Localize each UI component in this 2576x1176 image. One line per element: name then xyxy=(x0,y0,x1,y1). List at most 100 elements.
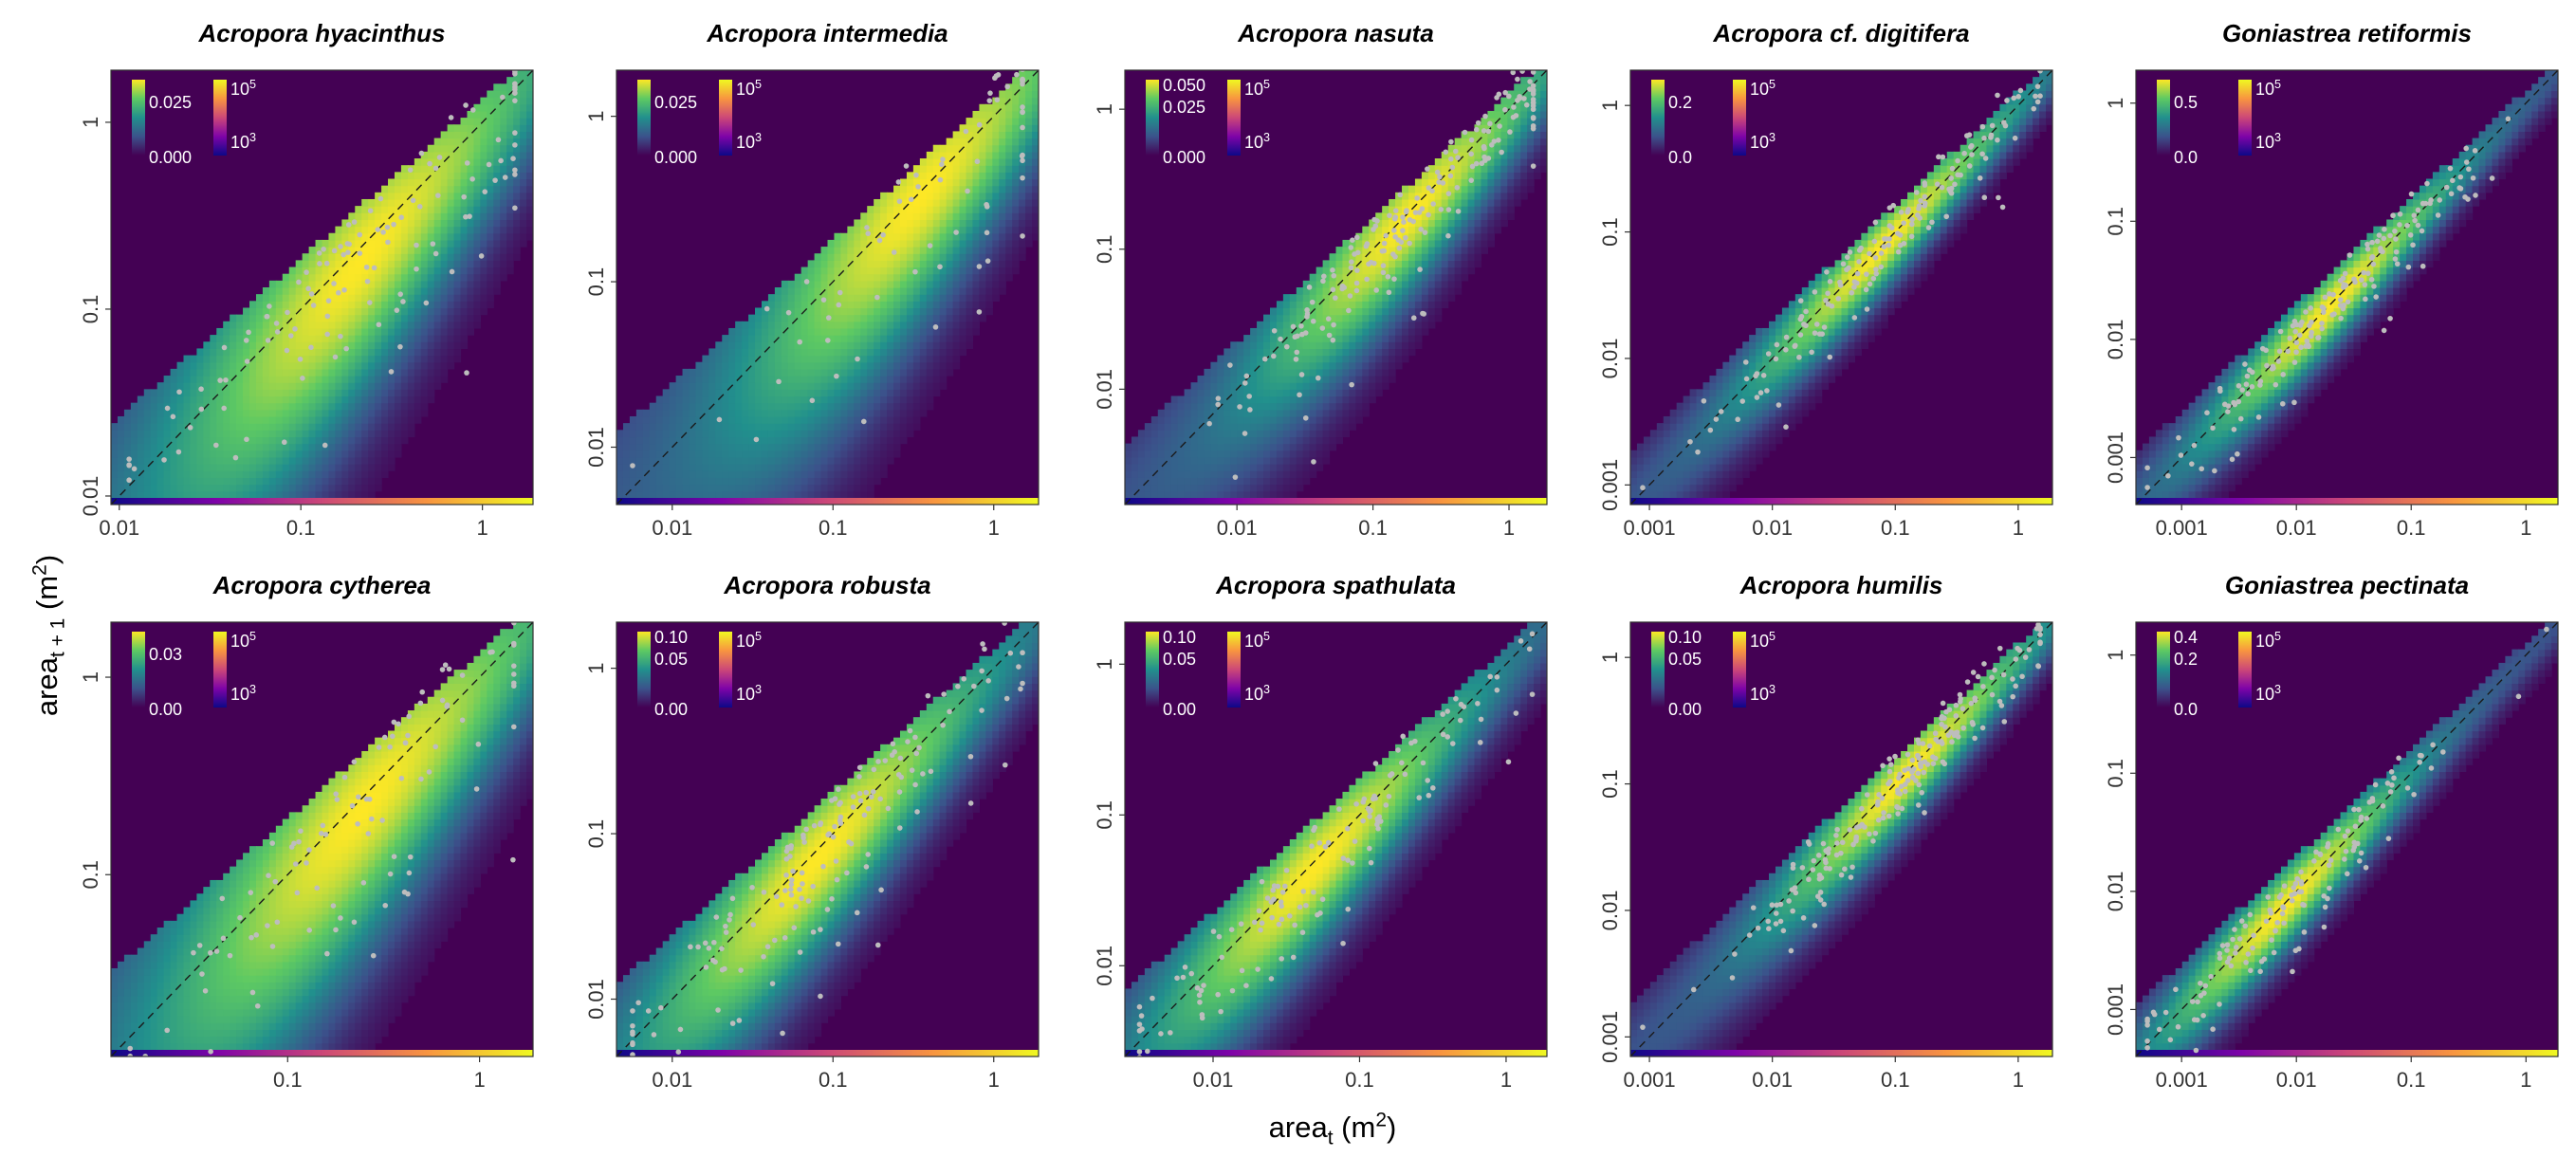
heatmap-cell xyxy=(966,294,974,302)
heatmap-cell xyxy=(433,151,442,159)
heatmap-cell xyxy=(414,287,422,295)
data-point xyxy=(273,321,280,326)
heatmap-cell xyxy=(748,321,756,329)
heatmap-cell xyxy=(163,395,172,404)
heatmap-cell xyxy=(400,294,409,302)
heatmap-cell xyxy=(275,409,284,417)
heatmap-cell xyxy=(341,484,349,492)
heatmap-cell xyxy=(196,456,204,465)
heatmap-cell xyxy=(255,395,264,404)
heatmap-cell xyxy=(767,409,776,417)
heatmap-cell xyxy=(1302,361,1311,370)
heatmap-cell xyxy=(867,212,874,221)
heatmap-cell xyxy=(447,273,455,282)
heatmap-cell xyxy=(1217,430,1224,438)
heatmap-cell xyxy=(649,436,657,445)
panel-frame xyxy=(110,69,534,505)
heatmap-cell xyxy=(767,355,776,363)
heatmap-cell xyxy=(355,355,362,363)
heatmap-cell xyxy=(170,477,178,486)
heatmap-cell xyxy=(308,470,317,478)
heatmap-cell xyxy=(1237,395,1244,404)
heatmap-cell xyxy=(467,165,475,173)
heatmap-cell xyxy=(893,253,901,261)
heatmap-cell xyxy=(440,144,449,153)
heatmap-cell xyxy=(361,464,369,471)
heatmap-cell xyxy=(899,402,908,411)
heatmap-cell xyxy=(1263,314,1271,322)
data-point xyxy=(987,90,993,96)
heatmap-cell xyxy=(999,90,1006,99)
heatmap-cell xyxy=(893,430,901,438)
heatmap-cell xyxy=(735,389,743,397)
heatmap-cell xyxy=(992,144,1000,153)
heatmap-cell xyxy=(854,226,861,234)
heatmap-cell xyxy=(236,389,244,397)
heatmap-cell xyxy=(282,477,290,486)
heatmap-cell xyxy=(249,307,257,316)
heatmap-cell xyxy=(880,382,888,390)
heatmap-cell xyxy=(322,361,330,370)
heatmap-cell xyxy=(1296,335,1304,342)
heatmap-cell xyxy=(268,341,277,350)
heatmap-cell xyxy=(282,314,290,322)
heatmap-cell xyxy=(163,484,172,492)
heatmap-cell xyxy=(249,314,257,322)
heatmap-cell xyxy=(368,484,376,492)
heatmap-cell xyxy=(622,464,631,471)
heatmap-cell xyxy=(493,118,501,125)
heatmap-cell xyxy=(315,443,323,451)
heatmap-cell xyxy=(702,409,709,417)
heatmap-cell xyxy=(926,287,934,295)
heatmap-cell xyxy=(388,327,396,336)
heatmap-cell xyxy=(1177,484,1186,492)
heatmap-cell xyxy=(216,402,224,411)
heatmap-cell xyxy=(966,219,974,228)
data-point xyxy=(510,156,516,161)
heatmap-cell xyxy=(800,361,809,370)
heatmap-cell xyxy=(394,266,402,275)
heatmap-cell xyxy=(642,436,651,445)
heatmap-cell xyxy=(308,456,317,465)
heatmap-cell xyxy=(460,294,469,302)
heatmap-cell xyxy=(919,376,928,383)
heatmap-cell xyxy=(946,239,954,248)
heatmap-cell xyxy=(939,287,948,295)
heatmap-cell xyxy=(880,341,888,350)
heatmap-cell xyxy=(262,415,270,424)
heatmap-cell xyxy=(1269,456,1278,465)
heatmap-cell xyxy=(506,219,514,228)
heatmap-cell xyxy=(447,321,455,329)
heatmap-cell xyxy=(629,450,637,458)
heatmap-cell xyxy=(742,327,749,336)
heatmap-cell xyxy=(959,260,967,268)
data-point xyxy=(836,302,842,308)
heatmap-cell xyxy=(735,335,743,342)
heatmap-cell xyxy=(1263,341,1271,350)
heatmap-cell xyxy=(847,341,855,350)
heatmap-cell xyxy=(979,212,986,221)
heatmap-cell xyxy=(1230,376,1238,383)
heatmap-cell xyxy=(143,415,152,424)
heatmap-cell xyxy=(210,335,217,342)
heatmap-cell xyxy=(708,348,716,357)
heatmap-cell xyxy=(506,83,514,92)
data-point xyxy=(432,165,439,172)
heatmap-cell xyxy=(689,464,697,471)
heatmap-cell xyxy=(1257,382,1264,390)
heatmap-cell xyxy=(295,376,304,383)
data-point xyxy=(932,324,939,330)
heatmap-cell xyxy=(649,464,657,471)
heatmap-cell xyxy=(800,301,809,309)
heatmap-cell xyxy=(295,301,304,309)
heatmap-cell xyxy=(689,395,697,404)
heatmap-cell xyxy=(493,260,501,268)
heatmap-cell xyxy=(622,436,631,445)
heatmap-cell xyxy=(400,307,409,316)
heatmap-cell xyxy=(493,206,501,213)
heatmap-cell xyxy=(1204,464,1211,471)
heatmap-cell xyxy=(1276,409,1284,417)
heatmap-cell xyxy=(932,232,941,241)
heatmap-cell xyxy=(255,341,264,350)
heatmap-cell xyxy=(1289,477,1297,486)
